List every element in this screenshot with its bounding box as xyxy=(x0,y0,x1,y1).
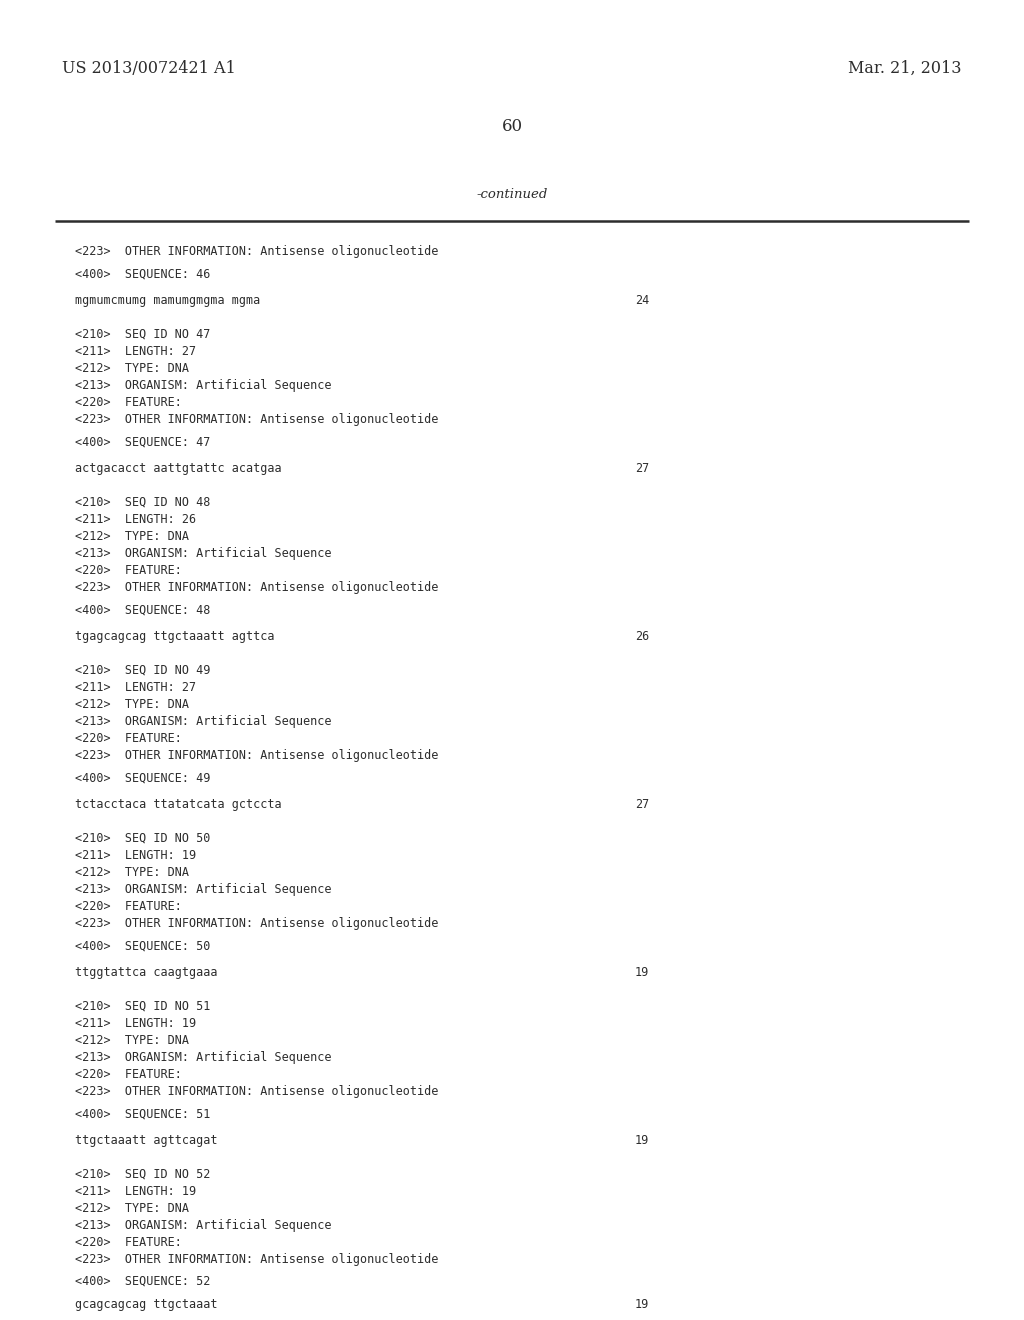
Text: tctacctaca ttatatcata gctccta: tctacctaca ttatatcata gctccta xyxy=(75,799,282,810)
Text: <211>  LENGTH: 26: <211> LENGTH: 26 xyxy=(75,513,197,525)
Text: <400>  SEQUENCE: 52: <400> SEQUENCE: 52 xyxy=(75,1275,210,1288)
Text: <211>  LENGTH: 19: <211> LENGTH: 19 xyxy=(75,849,197,862)
Text: 26: 26 xyxy=(635,630,649,643)
Text: <211>  LENGTH: 27: <211> LENGTH: 27 xyxy=(75,345,197,358)
Text: <213>  ORGANISM: Artificial Sequence: <213> ORGANISM: Artificial Sequence xyxy=(75,1051,332,1064)
Text: <213>  ORGANISM: Artificial Sequence: <213> ORGANISM: Artificial Sequence xyxy=(75,546,332,560)
Text: <213>  ORGANISM: Artificial Sequence: <213> ORGANISM: Artificial Sequence xyxy=(75,715,332,729)
Text: 19: 19 xyxy=(635,966,649,979)
Text: <212>  TYPE: DNA: <212> TYPE: DNA xyxy=(75,698,189,711)
Text: <213>  ORGANISM: Artificial Sequence: <213> ORGANISM: Artificial Sequence xyxy=(75,379,332,392)
Text: <220>  FEATURE:: <220> FEATURE: xyxy=(75,396,182,409)
Text: 19: 19 xyxy=(635,1134,649,1147)
Text: <223>  OTHER INFORMATION: Antisense oligonucleotide: <223> OTHER INFORMATION: Antisense oligo… xyxy=(75,917,438,931)
Text: <220>  FEATURE:: <220> FEATURE: xyxy=(75,1068,182,1081)
Text: <210>  SEQ ID NO 51: <210> SEQ ID NO 51 xyxy=(75,1001,210,1012)
Text: <223>  OTHER INFORMATION: Antisense oligonucleotide: <223> OTHER INFORMATION: Antisense oligo… xyxy=(75,246,438,257)
Text: <213>  ORGANISM: Artificial Sequence: <213> ORGANISM: Artificial Sequence xyxy=(75,883,332,896)
Text: actgacacct aattgtattc acatgaa: actgacacct aattgtattc acatgaa xyxy=(75,462,282,475)
Text: <210>  SEQ ID NO 48: <210> SEQ ID NO 48 xyxy=(75,496,210,510)
Text: <223>  OTHER INFORMATION: Antisense oligonucleotide: <223> OTHER INFORMATION: Antisense oligo… xyxy=(75,413,438,426)
Text: <223>  OTHER INFORMATION: Antisense oligonucleotide: <223> OTHER INFORMATION: Antisense oligo… xyxy=(75,1085,438,1098)
Text: <400>  SEQUENCE: 48: <400> SEQUENCE: 48 xyxy=(75,605,210,616)
Text: 19: 19 xyxy=(635,1298,649,1311)
Text: <223>  OTHER INFORMATION: Antisense oligonucleotide: <223> OTHER INFORMATION: Antisense oligo… xyxy=(75,581,438,594)
Text: <210>  SEQ ID NO 52: <210> SEQ ID NO 52 xyxy=(75,1168,210,1181)
Text: <210>  SEQ ID NO 49: <210> SEQ ID NO 49 xyxy=(75,664,210,677)
Text: <212>  TYPE: DNA: <212> TYPE: DNA xyxy=(75,362,189,375)
Text: <220>  FEATURE:: <220> FEATURE: xyxy=(75,900,182,913)
Text: <211>  LENGTH: 19: <211> LENGTH: 19 xyxy=(75,1185,197,1199)
Text: <400>  SEQUENCE: 51: <400> SEQUENCE: 51 xyxy=(75,1107,210,1121)
Text: tgagcagcag ttgctaaatt agttca: tgagcagcag ttgctaaatt agttca xyxy=(75,630,274,643)
Text: mgmumcmumg mamumgmgma mgma: mgmumcmumg mamumgmgma mgma xyxy=(75,294,260,308)
Text: <400>  SEQUENCE: 47: <400> SEQUENCE: 47 xyxy=(75,436,210,449)
Text: <220>  FEATURE:: <220> FEATURE: xyxy=(75,733,182,744)
Text: ttgctaaatt agttcagat: ttgctaaatt agttcagat xyxy=(75,1134,217,1147)
Text: 24: 24 xyxy=(635,294,649,308)
Text: 60: 60 xyxy=(502,117,522,135)
Text: <212>  TYPE: DNA: <212> TYPE: DNA xyxy=(75,1034,189,1047)
Text: <220>  FEATURE:: <220> FEATURE: xyxy=(75,1236,182,1249)
Text: <213>  ORGANISM: Artificial Sequence: <213> ORGANISM: Artificial Sequence xyxy=(75,1218,332,1232)
Text: <211>  LENGTH: 19: <211> LENGTH: 19 xyxy=(75,1016,197,1030)
Text: <223>  OTHER INFORMATION: Antisense oligonucleotide: <223> OTHER INFORMATION: Antisense oligo… xyxy=(75,748,438,762)
Text: ttggtattca caagtgaaa: ttggtattca caagtgaaa xyxy=(75,966,217,979)
Text: <212>  TYPE: DNA: <212> TYPE: DNA xyxy=(75,1203,189,1214)
Text: <212>  TYPE: DNA: <212> TYPE: DNA xyxy=(75,531,189,543)
Text: <210>  SEQ ID NO 47: <210> SEQ ID NO 47 xyxy=(75,327,210,341)
Text: <210>  SEQ ID NO 50: <210> SEQ ID NO 50 xyxy=(75,832,210,845)
Text: 27: 27 xyxy=(635,462,649,475)
Text: -continued: -continued xyxy=(476,187,548,201)
Text: <212>  TYPE: DNA: <212> TYPE: DNA xyxy=(75,866,189,879)
Text: <223>  OTHER INFORMATION: Antisense oligonucleotide: <223> OTHER INFORMATION: Antisense oligo… xyxy=(75,1253,438,1266)
Text: 27: 27 xyxy=(635,799,649,810)
Text: <400>  SEQUENCE: 50: <400> SEQUENCE: 50 xyxy=(75,940,210,953)
Text: <400>  SEQUENCE: 46: <400> SEQUENCE: 46 xyxy=(75,268,210,281)
Text: <400>  SEQUENCE: 49: <400> SEQUENCE: 49 xyxy=(75,772,210,785)
Text: Mar. 21, 2013: Mar. 21, 2013 xyxy=(849,59,962,77)
Text: US 2013/0072421 A1: US 2013/0072421 A1 xyxy=(62,59,236,77)
Text: <211>  LENGTH: 27: <211> LENGTH: 27 xyxy=(75,681,197,694)
Text: <220>  FEATURE:: <220> FEATURE: xyxy=(75,564,182,577)
Text: gcagcagcag ttgctaaat: gcagcagcag ttgctaaat xyxy=(75,1298,217,1311)
